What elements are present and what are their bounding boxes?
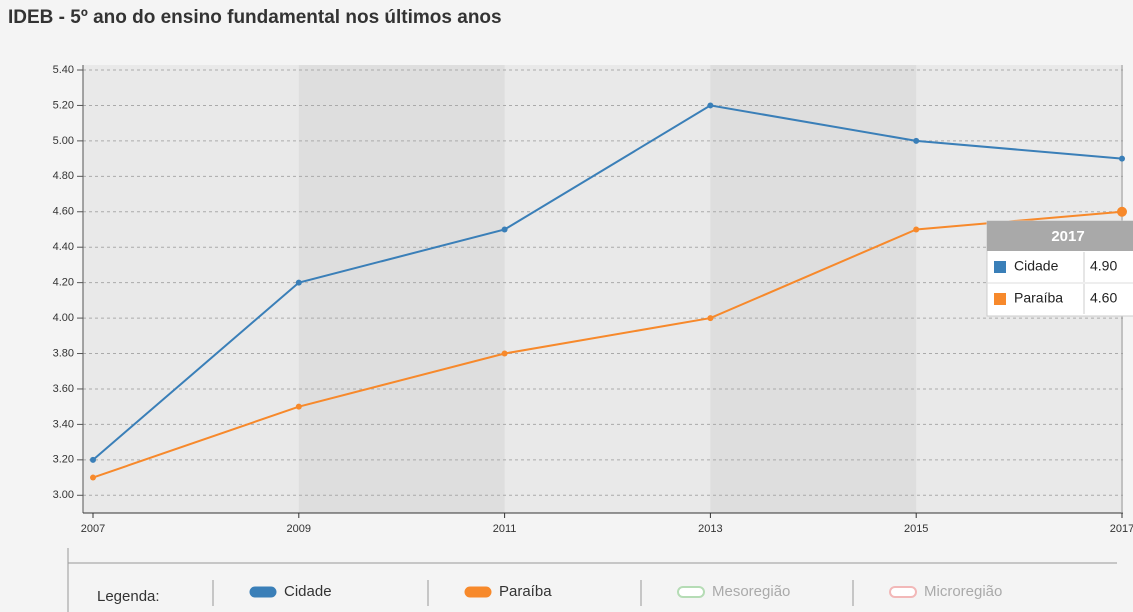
x-tick-label: 2015	[904, 523, 928, 535]
legend-label: Cidade	[284, 583, 332, 600]
tooltip-series-name: Paraíba	[1014, 290, 1063, 306]
y-tick-label: 4.60	[53, 206, 74, 218]
plot-band	[298, 65, 505, 513]
y-tick-label: 3.20	[53, 454, 74, 466]
tooltip-series-name: Cidade	[1014, 258, 1059, 274]
data-point	[295, 403, 302, 410]
y-tick-label: 4.00	[53, 312, 74, 324]
legend-label: Mesoregião	[712, 583, 790, 600]
y-tick-label: 3.60	[53, 383, 74, 395]
y-tick-label: 3.80	[53, 347, 74, 359]
data-point	[90, 456, 96, 463]
tooltip-title: 2017	[1051, 228, 1084, 245]
tooltip-value: 4.90	[1090, 258, 1117, 274]
legend-swatch	[677, 586, 705, 598]
y-tick-label: 4.20	[53, 277, 74, 289]
legend-swatch	[249, 586, 277, 598]
x-tick-label: 2011	[493, 523, 517, 535]
plot-band	[710, 65, 917, 513]
x-tick-label: 2007	[81, 523, 105, 535]
y-tick-label: 5.00	[53, 135, 74, 147]
data-point	[501, 350, 508, 357]
data-point	[90, 474, 96, 481]
y-tick-label: 4.80	[53, 170, 74, 182]
data-point	[501, 226, 508, 233]
series-line	[92, 104, 1123, 461]
data-point	[707, 315, 714, 322]
plot-background	[83, 65, 1123, 513]
data-point	[295, 279, 302, 286]
y-tick-label: 5.40	[53, 64, 74, 76]
tooltip-value: 4.60	[1090, 290, 1117, 306]
data-point	[1119, 155, 1125, 162]
y-tick-label: 5.20	[53, 99, 74, 111]
legend-label: Paraíba	[499, 583, 552, 600]
x-tick-label: 2009	[287, 523, 311, 535]
tooltip-swatch	[994, 293, 1006, 305]
legend-label: Microregião	[924, 583, 1002, 600]
data-point	[913, 137, 920, 144]
data-point	[1117, 206, 1127, 217]
tooltip-header	[987, 221, 1133, 251]
tooltip-swatch	[994, 261, 1006, 273]
y-tick-label: 3.40	[53, 418, 74, 430]
legend-title: Legenda:	[97, 588, 160, 605]
x-tick-label: 2013	[698, 523, 722, 535]
chart-title: IDEB - 5º ano do ensino fundamental nos …	[8, 7, 502, 28]
legend-swatch	[889, 586, 917, 598]
legend-swatch	[464, 586, 492, 598]
x-tick-label: 2017	[1110, 523, 1133, 535]
data-point	[707, 102, 714, 109]
series-line	[92, 210, 1123, 479]
data-point	[913, 226, 920, 233]
y-tick-label: 3.00	[53, 489, 74, 501]
y-tick-label: 4.40	[53, 241, 74, 253]
